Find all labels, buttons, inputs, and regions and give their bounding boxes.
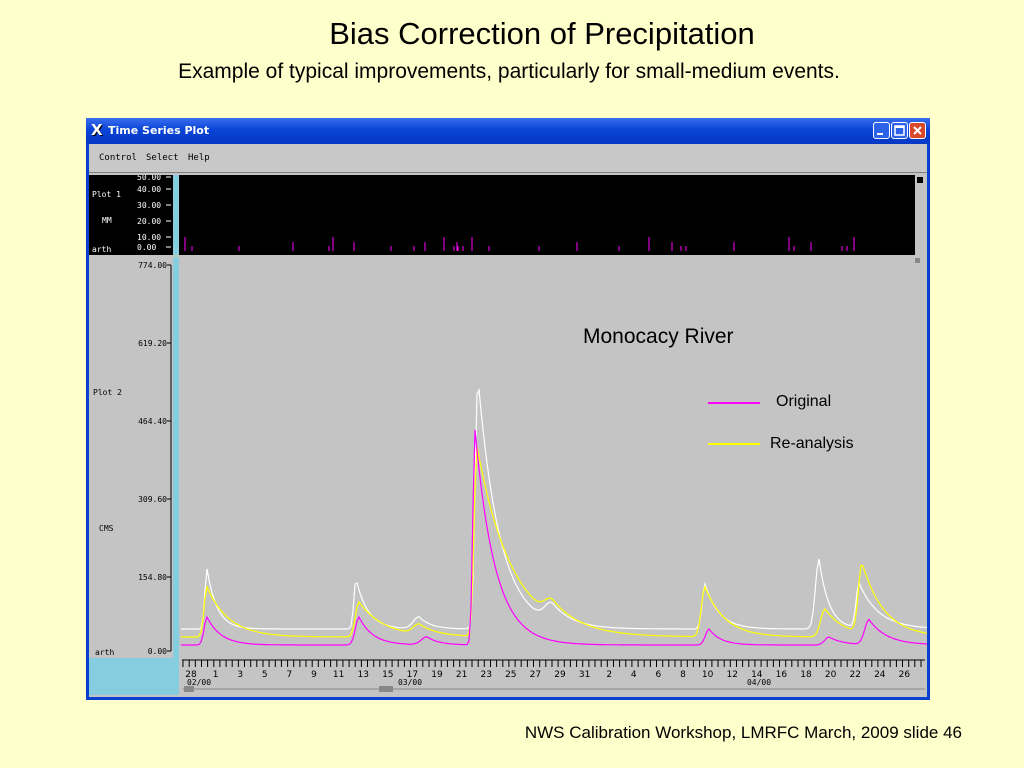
plot1-tick-label: 40.00 <box>137 185 161 194</box>
slide-subtitle: Example of typical improvements, particu… <box>178 60 840 83</box>
plot2-label: Plot 2 <box>93 388 122 397</box>
time-axis-day-label: 25 <box>505 670 516 680</box>
window-titlebar[interactable]: X Time Series Plot <box>86 118 930 144</box>
time-axis-day-label: 2 <box>606 670 612 680</box>
plot2-scroll-strip[interactable] <box>173 257 179 659</box>
time-axis-strip: 28 1 3 5 7 9 11 13 15 17 19 21 23 25 27 29 31 2 4 6 8 10 12 14 1… <box>89 658 927 695</box>
time-series-window: X Time Series Plot Control Select Help P… <box>86 118 930 700</box>
menu-select[interactable]: Select <box>146 153 179 163</box>
plot2-tick-label: 774.00 <box>138 261 167 270</box>
plot1-units: MM <box>102 216 112 225</box>
time-axis-day-label: 26 <box>899 670 911 680</box>
menu-bar: Control Select Help <box>89 144 927 173</box>
plot1-panel: Plot 1 MM arth 50.00 40.00 30.00 20.00 10.00… <box>89 173 927 255</box>
slide-title: Bias Correction of Precipitation <box>329 16 755 51</box>
maximize-button[interactable] <box>891 122 908 139</box>
time-axis-month-label: 03/00 <box>398 678 422 687</box>
time-axis-day-label: 13 <box>357 670 368 680</box>
plot1-label: Plot 1 <box>92 190 121 199</box>
time-axis-day-label: 23 <box>480 670 491 680</box>
plot1-plot-area <box>179 175 917 255</box>
time-axis-day-label: 12 <box>726 670 737 680</box>
plot1-tick-label: 0.00 <box>137 243 156 252</box>
time-axis-day-label: 31 <box>579 670 590 680</box>
plot1-scroll-strip[interactable] <box>173 175 179 255</box>
close-icon <box>913 126 922 135</box>
plot2-svg: Plot 2 CMS arth 774.00 619.20 464.40 309.60… <box>93 257 928 659</box>
plot2-units: CMS <box>99 524 114 533</box>
time-axis-day-label: 3 <box>237 670 243 680</box>
time-axis-day-label: 22 <box>849 670 860 680</box>
time-axis-day-label: 18 <box>800 670 812 680</box>
plot2-panel: Plot 2 CMS arth 774.00 619.20 464.40 309.60… <box>89 257 928 659</box>
plot1-vscrollbar[interactable] <box>915 175 927 255</box>
time-axis-day-label: 11 <box>333 670 344 680</box>
minimize-icon <box>877 133 883 135</box>
plot2-tick-label: 309.60 <box>138 495 167 504</box>
time-axis-day-label: 20 <box>825 670 837 680</box>
time-axis-day-label: 17 <box>407 670 418 680</box>
plot1-tick-label: 10.00 <box>137 233 161 242</box>
legend-title: Monocacy River <box>583 325 734 348</box>
plot2-scroll-thumb[interactable] <box>915 258 920 263</box>
original-series-line <box>181 429 928 646</box>
time-scrollbar-thumb[interactable] <box>184 686 194 692</box>
minimize-button[interactable] <box>873 122 890 139</box>
plot1-tick-label: 50.00 <box>137 175 161 182</box>
legend-reanalysis-line <box>708 443 760 445</box>
plot1-tick-label: 30.00 <box>137 201 161 210</box>
time-axis-svg: 28 1 3 5 7 9 11 13 15 17 19 21 23 25 27 29 31 2 4 6 8 10 12 14 1… <box>179 658 927 695</box>
time-axis-day-label: 24 <box>874 670 886 680</box>
time-axis-day-label: 10 <box>702 670 714 680</box>
legend-original-line <box>708 402 760 404</box>
legend-original-label: Original <box>776 393 832 410</box>
maximize-icon <box>894 125 905 136</box>
time-axis-day-label: 27 <box>530 670 541 680</box>
time-axis-day-label: 14 <box>751 670 763 680</box>
plot2-vscrollbar[interactable] <box>915 257 927 263</box>
time-axis-day-label: 28 <box>185 670 197 680</box>
legend-reanalysis-label: Re-analysis <box>770 435 854 452</box>
reanalysis-series-line <box>181 446 928 638</box>
x-window-icon: X <box>91 121 103 139</box>
plot1-svg: Plot 1 MM arth 50.00 40.00 30.00 20.00 10.00… <box>89 173 927 255</box>
plot1-tick-labels: 50.00 40.00 30.00 20.00 10.000.00 <box>137 173 171 252</box>
menu-control[interactable]: Control <box>99 153 137 163</box>
time-scrollbar-handle[interactable] <box>379 686 393 692</box>
time-axis-day-label: 9 <box>311 670 317 680</box>
plot2-tick-label: 154.80 <box>138 573 167 582</box>
time-axis-day-label: 21 <box>456 670 467 680</box>
plot2-tick-label: 619.20 <box>138 339 167 348</box>
plot1-precip-bars <box>184 237 855 251</box>
window-client-area: Control Select Help Plot 1 MM arth 50.00… <box>89 144 928 697</box>
plot2-source: arth <box>95 648 114 657</box>
plot2-tick-label: 0.00 <box>148 647 167 656</box>
time-axis-day-label: 1 <box>213 670 219 680</box>
time-axis-day-label: 6 <box>656 670 662 680</box>
plot1-tick-label: 20.00 <box>137 217 161 226</box>
slide-footer: NWS Calibration Workshop, LMRFC March, 2… <box>524 723 962 742</box>
observed-series-line <box>181 387 928 630</box>
menu-help[interactable]: Help <box>188 153 210 163</box>
time-axis-month-label: 04/00 <box>747 678 771 687</box>
time-axis-labels: 28 1 3 5 7 9 11 13 15 17 19 21 23 25 27 29 31 2 4 6 8 10 12 14 1… <box>185 670 910 687</box>
time-axis-day-label: 8 <box>680 670 686 680</box>
time-axis-ticks <box>182 660 922 667</box>
time-axis-day-label: 16 <box>776 670 788 680</box>
time-axis-day-label: 7 <box>287 670 293 680</box>
plot2-tick-label: 464.40 <box>138 417 167 426</box>
time-axis-day-label: 15 <box>382 670 393 680</box>
time-axis-day-label: 5 <box>262 670 268 680</box>
time-axis-month-label: 02/00 <box>187 678 211 687</box>
plot2-tick-labels: 774.00 619.20 464.40 309.60 154.80 0.00 <box>138 261 171 656</box>
time-axis-day-label: 4 <box>631 670 637 680</box>
time-axis-day-label: 29 <box>554 670 566 680</box>
close-button[interactable] <box>909 122 926 139</box>
plot2-hydrographs <box>181 387 928 646</box>
window-title: Time Series Plot <box>108 124 210 137</box>
plot1-source: arth <box>92 245 111 254</box>
time-axis-day-label: 19 <box>431 670 443 680</box>
plot1-scroll-thumb[interactable] <box>917 177 923 183</box>
